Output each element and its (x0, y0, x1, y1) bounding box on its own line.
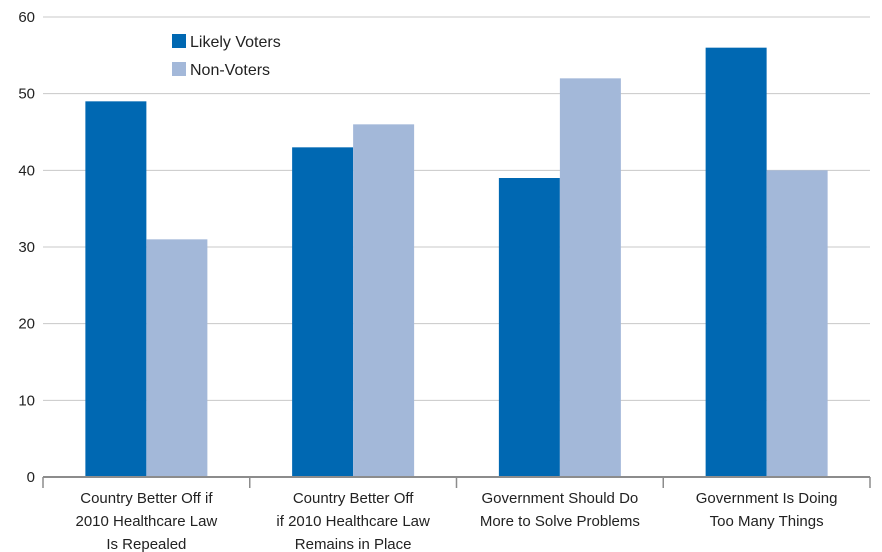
x-category-label: if 2010 Healthcare Law (276, 513, 430, 530)
x-category-label: More to Solve Problems (480, 513, 640, 530)
y-tick-label: 0 (27, 469, 35, 486)
y-tick-label: 60 (18, 9, 35, 26)
y-tick-label: 50 (18, 86, 35, 103)
y-tick-label: 40 (18, 162, 35, 179)
x-category-label: Remains in Place (295, 536, 412, 552)
y-tick-label: 20 (18, 316, 35, 333)
bar-likely-voters (705, 47, 767, 478)
bar-non-voters (146, 239, 208, 477)
x-category-label: Government Should Do (481, 490, 638, 507)
x-category-label: Country Better Off (293, 490, 414, 507)
legend-label: Non-Voters (190, 62, 270, 79)
x-category-label: Too Many Things (710, 513, 824, 530)
y-tick-label: 30 (18, 239, 35, 256)
legend-swatch (172, 62, 186, 76)
bar-likely-voters (292, 147, 354, 478)
x-category-label: Government Is Doing (696, 490, 838, 507)
bar-non-voters (353, 124, 415, 477)
bars (85, 47, 828, 478)
y-tick-label: 10 (18, 392, 35, 409)
bar-non-voters (766, 170, 828, 478)
legend-label: Likely Voters (190, 34, 281, 51)
bar-likely-voters (85, 101, 147, 477)
bar-non-voters (559, 78, 621, 477)
axes: 0 10 20 30 40 50 60 Country Better Off if 2010 H… (18, 9, 871, 552)
legend: Likely Voters Non-Voters (172, 34, 281, 79)
x-category-label: Is Repealed (106, 536, 186, 552)
legend-swatch (172, 34, 186, 48)
bar-likely-voters (498, 178, 560, 477)
x-category-label: Country Better Off if (80, 490, 213, 507)
x-category-label: 2010 Healthcare Law (75, 513, 217, 530)
